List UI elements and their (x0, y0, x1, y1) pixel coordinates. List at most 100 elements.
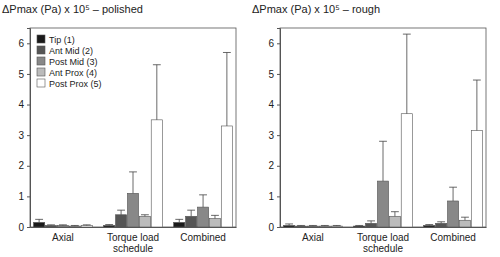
x-tick: Combined (180, 227, 226, 243)
x-tick-label: Axial (52, 232, 74, 243)
legend-label: Tip (1) (49, 35, 75, 45)
y-tick: 4 (18, 99, 30, 110)
bar (115, 215, 126, 227)
bar-series (69, 215, 220, 227)
x-tick-label: Axial (302, 232, 324, 243)
bar (69, 226, 80, 227)
y-tick-mark (27, 43, 30, 44)
bar (365, 223, 376, 227)
bar (424, 225, 435, 227)
error-bar (59, 224, 67, 226)
y-tick-mark (27, 227, 30, 228)
y-tick-label: 3 (268, 130, 274, 141)
bar (401, 114, 412, 227)
error-bar-stem (394, 212, 395, 217)
y-tick-mark (277, 105, 280, 106)
y-tick: 4 (268, 99, 280, 110)
x-tick: Torque loadschedule (357, 227, 409, 254)
error-bar (175, 219, 183, 222)
bar (377, 181, 388, 227)
error-bar-cap (403, 34, 411, 35)
error-bar-cap (187, 210, 195, 211)
bar (197, 207, 208, 227)
error-bar (141, 215, 149, 217)
bar-series (81, 52, 232, 227)
error-bar (47, 224, 55, 226)
x-tick-label: Torque loadschedule (357, 232, 409, 254)
error-bar-cap (391, 211, 399, 212)
bar (81, 225, 92, 227)
x-tick-label: Combined (180, 232, 226, 243)
error-bar-stem (453, 187, 454, 201)
error-bar (473, 80, 481, 131)
figure: 0123456AxialTorque loadscheduleCombinedT… (0, 0, 500, 257)
error-bar-cap (117, 210, 125, 211)
x-tick: Combined (430, 227, 476, 243)
bar (151, 120, 162, 227)
y-tick-mark (27, 74, 30, 75)
error-bar (129, 172, 137, 193)
legend-swatch (37, 57, 45, 65)
plot-marks (34, 52, 233, 227)
x-tick-label-line: Torque load (107, 232, 159, 243)
bar (459, 220, 470, 227)
y-tick-label: 5 (18, 69, 24, 80)
error-bar-cap (333, 225, 341, 226)
error-bar-cap (47, 224, 55, 225)
y-tick: 5 (268, 69, 280, 80)
y-tick: 1 (18, 191, 30, 202)
error-bar-cap (223, 52, 231, 53)
legend-item: Ant Mid (2) (37, 46, 93, 56)
legend-item: Post Mid (3) (37, 57, 98, 67)
chart-title: ΔPmax (Pa) x 10⁵ – rough (252, 3, 380, 15)
error-bar-stem (39, 219, 40, 222)
bar (209, 218, 220, 227)
bar (174, 222, 185, 227)
error-bar-cap (71, 225, 79, 226)
chart-panel: 0123456AxialTorque loadscheduleCombinedT… (18, 28, 236, 254)
bar (471, 131, 482, 227)
legend-swatch (37, 46, 45, 54)
error-bar-stem (464, 217, 465, 220)
y-tick-mark (277, 135, 280, 136)
error-bar-cap (367, 220, 375, 221)
error-bar-cap (379, 141, 387, 142)
bar (186, 216, 197, 227)
legend-swatch (37, 68, 45, 76)
legend-item: Tip (1) (37, 35, 75, 45)
y-tick: 1 (268, 191, 280, 202)
bar (447, 201, 458, 227)
bar (354, 226, 365, 227)
error-bar-cap (321, 225, 329, 226)
legend-swatch (37, 79, 45, 87)
y-tick-mark (27, 105, 30, 106)
error-bar (437, 222, 445, 224)
error-bar-cap (105, 224, 113, 225)
error-bar-cap (425, 224, 433, 225)
error-bar-cap (297, 225, 305, 226)
error-bar (35, 219, 43, 222)
y-tick-label: 5 (268, 69, 274, 80)
error-bar-stem (203, 195, 204, 207)
bar (284, 225, 295, 227)
x-tick: Axial (52, 227, 74, 243)
error-bar (367, 221, 375, 223)
legend: Tip (1)Ant Mid (2)Post Mid (3)Ant Prox (… (37, 35, 102, 89)
error-bar (199, 195, 207, 207)
error-bar-stem (214, 215, 215, 218)
y-tick-mark (27, 135, 30, 136)
bar (307, 226, 318, 227)
chart-title: ΔPmax (Pa) x 10⁵ – polished (2, 3, 143, 15)
y-tick: 6 (268, 38, 280, 49)
error-bar (391, 212, 399, 217)
error-bar (105, 224, 113, 226)
legend-swatch (37, 35, 45, 43)
bar (389, 216, 400, 227)
error-bar-cap (153, 64, 161, 65)
error-bar (403, 34, 411, 114)
y-tick: 5 (18, 69, 30, 80)
error-bar-cap (129, 171, 137, 172)
y-tick-label: 6 (268, 38, 274, 49)
error-bar-stem (226, 52, 227, 125)
y-tick-label: 4 (18, 99, 24, 110)
